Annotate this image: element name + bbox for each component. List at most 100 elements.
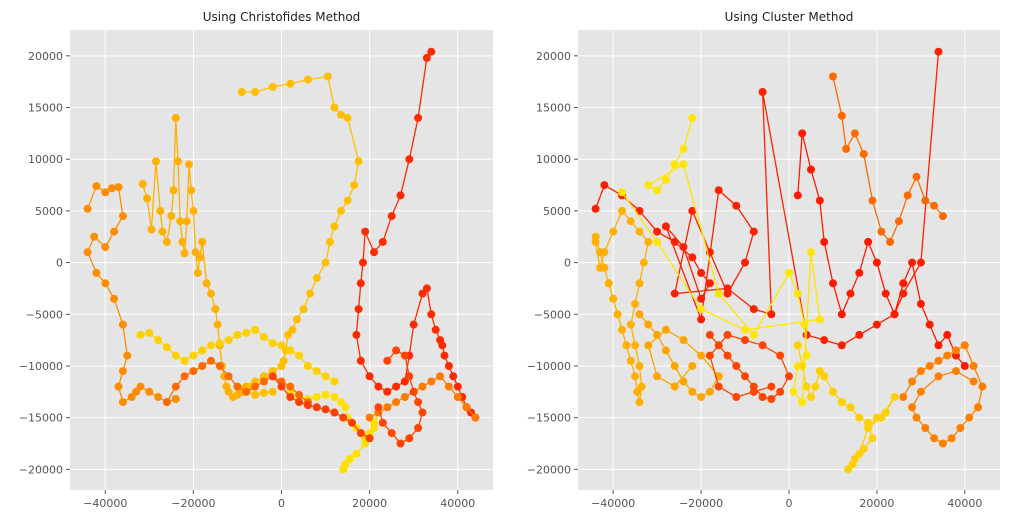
route-point xyxy=(118,367,127,376)
route-point xyxy=(330,377,339,386)
route-point xyxy=(189,206,198,215)
route-point xyxy=(405,372,414,381)
route-point xyxy=(697,294,706,303)
route-point xyxy=(930,434,939,443)
route-point xyxy=(418,382,427,391)
route-point xyxy=(653,186,662,195)
route-point xyxy=(697,351,706,360)
route-point xyxy=(758,393,767,401)
route-point xyxy=(145,387,154,396)
route-point xyxy=(215,339,224,348)
route-series xyxy=(374,346,427,448)
route-point xyxy=(158,227,167,236)
route-point xyxy=(943,351,952,360)
route-point xyxy=(365,372,374,381)
route-point xyxy=(881,289,890,298)
route-point xyxy=(670,237,679,246)
route-point xyxy=(337,206,345,215)
route-point xyxy=(215,362,224,370)
route-point xyxy=(268,372,277,381)
route-point xyxy=(101,243,110,252)
route-point xyxy=(635,279,644,288)
x-tick-labels: −40000 −20000 0 20000 40000 xyxy=(83,490,475,510)
route-point xyxy=(670,289,679,298)
route-point xyxy=(688,362,697,370)
route-point xyxy=(732,362,741,370)
route-point xyxy=(92,182,101,191)
route-point xyxy=(749,227,758,236)
y-tick-label: 10000 xyxy=(536,153,571,166)
route-point xyxy=(894,217,903,226)
route-point xyxy=(286,393,295,401)
route-point xyxy=(639,258,648,267)
route-point xyxy=(118,398,127,407)
route-series xyxy=(268,372,374,443)
route-point xyxy=(661,222,670,231)
route-point xyxy=(670,382,679,391)
route-point xyxy=(396,191,405,200)
route-point xyxy=(679,160,688,169)
route-point xyxy=(965,413,974,422)
route-point xyxy=(798,129,807,138)
route-point xyxy=(591,204,600,213)
route-point xyxy=(180,356,189,365)
route-point xyxy=(618,206,626,215)
route-point xyxy=(679,377,688,386)
y-tick-labels: −20000 −15000 −10000 −5000 0 5000 10000 15000 20… xyxy=(19,50,70,476)
route-point xyxy=(618,188,626,197)
route-point xyxy=(436,372,445,381)
route-point xyxy=(180,249,189,258)
route-point xyxy=(631,341,640,350)
route-point xyxy=(798,398,807,407)
route-point xyxy=(916,299,925,308)
route-point xyxy=(855,268,864,277)
route-point xyxy=(697,315,706,324)
route-point xyxy=(182,217,191,226)
route-point xyxy=(815,196,824,205)
route-point xyxy=(337,110,345,119)
route-point xyxy=(908,403,917,412)
route-point xyxy=(714,289,723,298)
route-point xyxy=(635,362,644,370)
route-point xyxy=(138,180,147,188)
route-point xyxy=(414,113,423,122)
route-point xyxy=(444,382,453,391)
route-point xyxy=(974,403,982,412)
route-point xyxy=(151,157,160,166)
route-point xyxy=(400,377,409,386)
route-point xyxy=(118,320,127,329)
route-point xyxy=(767,310,776,319)
route-series xyxy=(899,341,987,448)
y-tick-label: 20000 xyxy=(28,50,63,63)
route-point xyxy=(837,310,846,319)
route-point xyxy=(303,401,312,410)
route-point xyxy=(107,184,116,193)
route-point xyxy=(613,310,622,319)
route-point xyxy=(749,387,758,396)
route-point xyxy=(969,362,978,370)
y-tick-label: −20000 xyxy=(527,463,571,476)
route-point xyxy=(697,268,706,277)
route-point xyxy=(618,325,626,334)
y-tick-label: −15000 xyxy=(527,412,571,425)
route-point xyxy=(855,413,864,422)
route-point xyxy=(147,225,156,234)
route-point xyxy=(802,382,811,391)
route-point xyxy=(644,181,653,190)
route-point xyxy=(938,439,947,448)
route-point xyxy=(418,289,427,298)
route-point xyxy=(679,243,688,252)
route-point xyxy=(154,393,163,401)
route-point xyxy=(339,465,348,474)
y-tick-label: 0 xyxy=(56,257,63,270)
y-tick-label: 15000 xyxy=(28,102,63,115)
route-point xyxy=(396,439,405,448)
left-subplot-christofides: −40000 −20000 0 20000 40000 −20000 −15000 −100… xyxy=(19,10,493,510)
route-point xyxy=(392,346,401,355)
y-tick-label: 5000 xyxy=(543,205,571,218)
route-point xyxy=(359,258,367,267)
route-point xyxy=(438,341,447,350)
route-series xyxy=(618,113,824,407)
route-point xyxy=(224,336,233,345)
route-point xyxy=(348,418,356,427)
